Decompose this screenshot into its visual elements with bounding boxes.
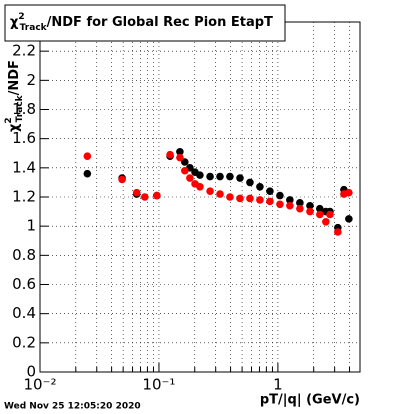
data-point	[246, 178, 254, 187]
y-axis-label: χ2Track/NDF	[4, 60, 25, 132]
data-point	[322, 217, 330, 226]
chart-title: χ2 Track/NDF for Global Rec Pion EtapT	[10, 12, 273, 33]
data-point	[226, 193, 234, 201]
y-tick-label: 0	[26, 363, 36, 381]
y-tick-label: 1.8	[12, 100, 36, 118]
footer: Wed Nov 25 12:05:20 2020	[4, 402, 141, 412]
data-point	[315, 210, 324, 219]
data-point	[206, 187, 214, 195]
data-point	[276, 200, 284, 209]
data-point	[83, 169, 92, 178]
data-point	[334, 228, 342, 236]
data-point	[153, 191, 161, 200]
x-tick-label: 10⁻²	[23, 376, 56, 394]
superscript: 2	[18, 12, 24, 22]
data-point	[326, 210, 334, 219]
data-point	[216, 172, 224, 181]
data-point	[246, 194, 254, 203]
title-text: /NDF for Global Rec Pion EtapT	[47, 15, 273, 30]
data-point	[118, 175, 126, 184]
data-point	[226, 172, 234, 181]
data-point	[345, 215, 353, 223]
data-point	[176, 147, 184, 156]
data-point	[256, 196, 264, 204]
y-tick-label: 1.2	[12, 188, 36, 206]
data-point	[306, 207, 314, 216]
data-point	[83, 152, 92, 160]
subscript: Track	[15, 94, 25, 122]
data-point	[181, 166, 189, 175]
title-text: /NDF	[7, 60, 22, 95]
data-point	[236, 174, 244, 182]
data-point	[296, 204, 304, 213]
data-point	[176, 153, 184, 162]
x-axis-label: pT/|q| (GeV/c)	[260, 393, 360, 408]
y-tick-label: 2.2	[12, 42, 36, 60]
data-point	[206, 172, 214, 181]
y-tick-label: 2	[26, 71, 36, 89]
y-tick-label: 0.8	[12, 246, 36, 264]
data-point	[166, 150, 174, 159]
data-point	[266, 187, 274, 195]
data-point	[256, 182, 264, 191]
data-point	[266, 197, 274, 206]
x-tick-label: 10⁻¹	[142, 376, 175, 394]
data-point	[196, 171, 204, 179]
data-point	[315, 204, 324, 213]
data-point	[286, 196, 294, 204]
data-point	[186, 174, 194, 182]
y-tick-label: 1.4	[12, 158, 36, 176]
y-tick-label: 1.6	[12, 129, 36, 147]
subscript: Track	[20, 23, 48, 33]
symbol: χ	[7, 123, 22, 132]
data-point	[140, 193, 149, 201]
data-point	[181, 158, 189, 166]
title-box	[4, 4, 286, 42]
data-point	[216, 190, 224, 198]
superscript: 2	[4, 117, 14, 123]
y-tick-label: 0.2	[12, 333, 36, 351]
data-point	[236, 194, 244, 203]
y-tick-label: 0.4	[12, 304, 36, 322]
data-point	[196, 182, 204, 191]
x-tick-label: 1	[273, 376, 283, 394]
data-point	[345, 188, 353, 197]
y-tick-label: 1	[26, 217, 36, 235]
data-point	[132, 188, 141, 197]
data-point	[276, 191, 284, 200]
data-point	[306, 201, 314, 210]
y-tick-label: 0.6	[12, 275, 36, 293]
data-point	[296, 199, 304, 207]
data-point	[286, 201, 294, 210]
symbol: χ	[10, 15, 19, 30]
